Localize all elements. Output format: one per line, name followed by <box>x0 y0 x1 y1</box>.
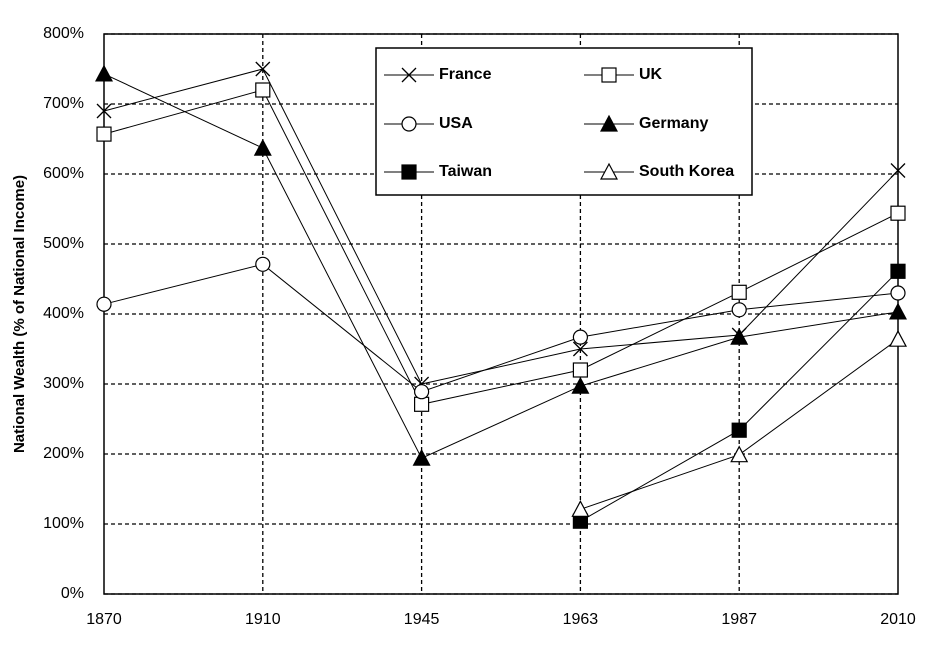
marker <box>601 67 617 83</box>
marker <box>255 256 271 272</box>
y-tick-label: 200% <box>43 445 84 462</box>
marker <box>401 164 417 180</box>
y-tick-label: 800% <box>43 25 84 42</box>
marker <box>600 162 618 180</box>
x-tick-label: 1987 <box>721 611 757 628</box>
legend-label: USA <box>439 115 473 132</box>
marker <box>572 329 589 345</box>
marker <box>890 263 906 279</box>
marker <box>253 138 272 156</box>
marker <box>95 64 113 82</box>
y-axis-label: National Wealth (% of National Income) <box>11 175 28 453</box>
marker <box>96 126 112 142</box>
marker <box>730 327 749 345</box>
legend-label: Germany <box>639 115 708 132</box>
marker <box>890 285 906 301</box>
x-tick-label: 1870 <box>86 611 122 628</box>
marker <box>412 448 431 466</box>
marker <box>401 67 417 83</box>
marker <box>731 284 747 300</box>
series-line <box>103 263 899 393</box>
legend-label: South Korea <box>639 163 734 180</box>
series-line <box>103 89 899 405</box>
marker <box>890 205 906 221</box>
x-tick-label: 2010 <box>880 611 916 628</box>
y-tick-label: 600% <box>43 165 84 182</box>
marker <box>414 396 430 412</box>
marker <box>600 114 618 132</box>
marker <box>96 103 112 119</box>
legend-label: UK <box>639 66 663 83</box>
marker <box>889 302 907 320</box>
x-tick-label: 1945 <box>404 611 440 628</box>
y-tick-label: 100% <box>43 515 84 532</box>
x-tick-label: 1963 <box>563 611 599 628</box>
marker <box>889 329 907 347</box>
legend-label: France <box>439 66 492 83</box>
marker <box>255 61 271 77</box>
marker <box>572 362 589 378</box>
series-line <box>103 68 899 385</box>
marker <box>401 116 417 132</box>
legend-label: Taiwan <box>439 163 492 180</box>
marker <box>572 341 588 357</box>
y-tick-label: 300% <box>43 375 84 392</box>
y-tick-label: 400% <box>43 305 84 322</box>
marker <box>255 82 271 98</box>
marker <box>890 163 906 178</box>
series-line <box>103 73 899 459</box>
y-tick-label: 0% <box>61 585 84 602</box>
marker <box>731 422 747 438</box>
y-tick-label: 700% <box>43 95 84 112</box>
marker <box>730 445 749 463</box>
legend-box <box>375 47 753 196</box>
marker <box>731 302 747 318</box>
x-tick-label: 1910 <box>245 611 281 628</box>
y-tick-label: 500% <box>43 235 84 252</box>
marker <box>571 500 590 517</box>
marker <box>414 384 430 400</box>
marker <box>571 376 590 394</box>
marker <box>96 296 112 312</box>
